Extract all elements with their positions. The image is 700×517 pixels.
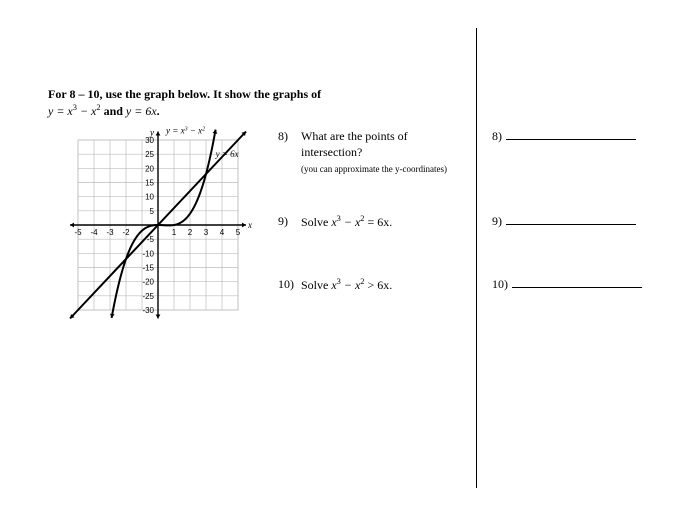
column-divider — [476, 28, 477, 488]
svg-text:4: 4 — [220, 228, 225, 237]
a8-blank[interactable] — [506, 128, 636, 140]
instruction-conj: and — [101, 104, 126, 118]
q10-num: 10) — [278, 276, 298, 292]
svg-text:1: 1 — [172, 228, 177, 237]
q10-prefix: Solve — [301, 278, 331, 292]
svg-text:25: 25 — [145, 150, 154, 159]
q9-mid: − x — [341, 215, 360, 229]
svg-text:y: y — [149, 128, 154, 138]
a9-blank[interactable] — [506, 213, 636, 225]
svg-text:-2: -2 — [122, 228, 130, 237]
svg-text:-3: -3 — [106, 228, 114, 237]
svg-text:-30: -30 — [142, 306, 154, 315]
svg-text:-5: -5 — [74, 228, 82, 237]
answer-9: 9) — [492, 213, 662, 229]
q8-num: 8) — [278, 128, 298, 144]
svg-text:-25: -25 — [142, 292, 154, 301]
q9-text: Solve x3 − x2 = 6x. — [301, 213, 461, 230]
a10-num: 10) — [492, 277, 508, 291]
svg-text:-10: -10 — [142, 249, 154, 258]
svg-text:-20: -20 — [142, 278, 154, 287]
question-10: 10) Solve x3 − x2 > 6x. — [278, 276, 468, 293]
eq1-mid: − x — [77, 104, 96, 118]
q9-rhs: = 6x. — [364, 215, 392, 229]
svg-text:5: 5 — [236, 228, 241, 237]
a8-num: 8) — [492, 129, 502, 143]
question-8: 8) What are the points of intersection? … — [278, 128, 468, 177]
svg-text:10: 10 — [145, 193, 154, 202]
svg-text:x: x — [247, 220, 252, 230]
question-9: 9) Solve x3 − x2 = 6x. — [278, 213, 468, 230]
svg-text:-4: -4 — [90, 228, 98, 237]
svg-text:-15: -15 — [142, 264, 154, 273]
eq1-part1: y = x — [48, 104, 73, 118]
svg-text:15: 15 — [145, 179, 154, 188]
eq2: y = 6x — [126, 104, 157, 118]
svg-text:y = x3 − x2: y = x3 − x2 — [165, 126, 205, 136]
instruction-block: For 8 – 10, use the graph below. It show… — [48, 86, 468, 119]
a10-blank[interactable] — [512, 276, 642, 288]
q9-num: 9) — [278, 213, 298, 229]
svg-text:2: 2 — [188, 228, 193, 237]
graph: -5-4-3-21234551015202530-5-10-15-20-25-3… — [48, 120, 263, 330]
svg-text:20: 20 — [145, 164, 154, 173]
a9-num: 9) — [492, 214, 502, 228]
answer-8: 8) — [492, 128, 662, 144]
q8-main: What are the points of intersection? — [301, 129, 408, 159]
q8-text: What are the points of intersection? (yo… — [301, 128, 461, 177]
instruction-line2: y = x3 − x2 and y = 6x. — [48, 102, 468, 119]
instruction-period: . — [157, 104, 160, 118]
q8-sub: (you can approximate the y-coordinates) — [301, 164, 447, 174]
svg-text:y = 6x: y = 6x — [215, 149, 239, 159]
svg-text:3: 3 — [204, 228, 209, 237]
answer-10: 10) — [492, 276, 662, 292]
worksheet-page: For 8 – 10, use the graph below. It show… — [0, 0, 700, 517]
instruction-line1: For 8 – 10, use the graph below. It show… — [48, 86, 468, 102]
q9-prefix: Solve — [301, 215, 331, 229]
q10-mid: − x — [341, 278, 360, 292]
q10-text: Solve x3 − x2 > 6x. — [301, 276, 461, 293]
q10-rhs: > 6x. — [364, 278, 392, 292]
svg-text:5: 5 — [150, 207, 155, 216]
